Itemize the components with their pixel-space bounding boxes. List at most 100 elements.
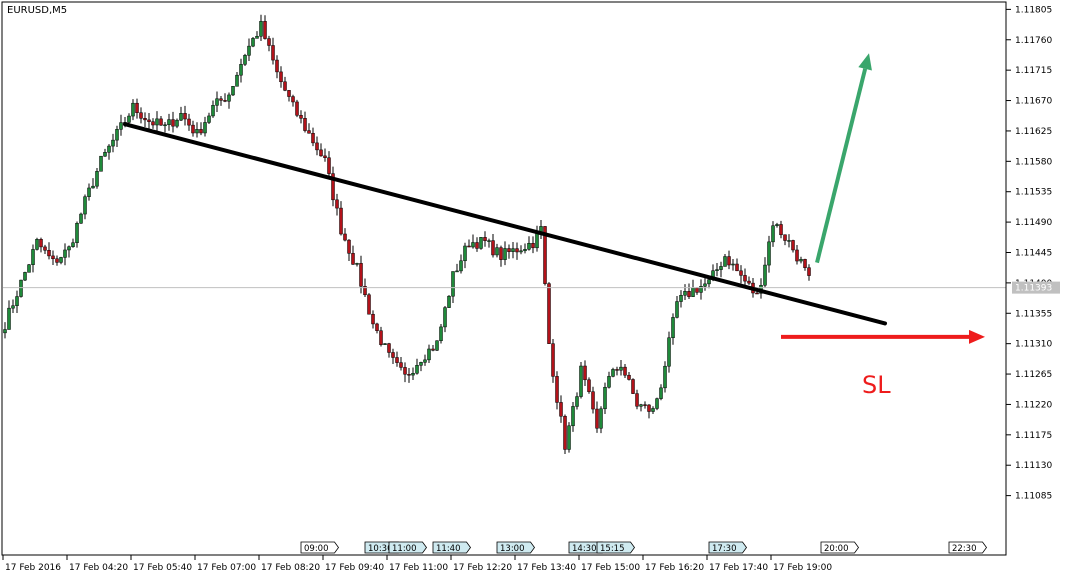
candle-body — [435, 340, 439, 351]
candle — [503, 241, 507, 266]
candle — [183, 105, 187, 126]
candle-body — [259, 21, 263, 37]
candle — [403, 362, 407, 383]
candle — [247, 38, 251, 61]
candle-body — [227, 94, 231, 102]
trendline — [123, 122, 887, 326]
candle-body — [427, 348, 431, 361]
candle — [75, 221, 79, 248]
candle-body — [567, 425, 571, 450]
candle — [27, 264, 31, 273]
candle-body — [583, 365, 587, 381]
candle-body — [115, 129, 119, 141]
candle — [575, 392, 579, 410]
candle-body — [723, 256, 727, 267]
candle — [443, 305, 447, 333]
candle-body — [547, 283, 551, 344]
price-tick-label: 1.11175 — [1015, 431, 1052, 441]
candle-body — [643, 404, 647, 406]
candle — [51, 250, 55, 266]
candle — [447, 295, 451, 309]
candle-body — [447, 295, 451, 308]
price-tick-label: 1.11760 — [1015, 36, 1052, 46]
session-marker-box — [948, 541, 987, 554]
candle-body — [651, 408, 655, 412]
candle-body — [159, 118, 163, 126]
candle — [291, 94, 295, 107]
candle — [791, 239, 795, 253]
candle-body — [87, 187, 91, 197]
candle — [731, 259, 735, 271]
candle — [511, 241, 515, 259]
candle — [271, 37, 275, 65]
candle-body — [595, 408, 599, 429]
candle — [483, 231, 487, 247]
candle-body — [635, 393, 639, 407]
candle-body — [99, 155, 103, 172]
candle — [783, 234, 787, 246]
candle-body — [691, 287, 695, 297]
candle — [787, 234, 791, 248]
candle-body — [323, 155, 327, 158]
session-marker-label: 20:00 — [824, 544, 849, 554]
candle-body — [467, 245, 471, 248]
session-marker-label: 11:40 — [436, 544, 461, 554]
candle — [251, 36, 255, 48]
candle-body — [531, 243, 535, 249]
candle — [555, 371, 559, 410]
candle — [775, 222, 779, 228]
candle — [139, 107, 143, 124]
candle — [159, 115, 163, 126]
time-tick-label: 17 Feb 17:40 — [709, 563, 768, 573]
candle-body — [211, 105, 215, 117]
candle-body — [603, 386, 607, 410]
candles-group — [3, 14, 811, 455]
candle-body — [791, 240, 795, 251]
candle — [135, 98, 139, 119]
candle-body — [479, 237, 483, 249]
candle — [675, 295, 679, 319]
price-tick-label: 1.11805 — [1015, 5, 1052, 15]
candle-body — [591, 391, 595, 410]
candle-body — [39, 239, 43, 248]
candle — [171, 111, 175, 133]
candle — [655, 397, 659, 411]
time-tick-label: 17 Feb 12:20 — [453, 563, 512, 573]
candle-body — [795, 249, 799, 262]
price-tick-label: 1.11490 — [1015, 218, 1052, 228]
session-marker-label: 09:00 — [304, 544, 329, 554]
candle — [499, 245, 503, 267]
candle-body — [67, 246, 71, 251]
candle — [587, 377, 591, 394]
candle — [283, 76, 287, 92]
session-marker: 22:30 — [948, 541, 987, 554]
candle-body — [275, 59, 279, 73]
candle — [579, 361, 583, 399]
candle — [723, 254, 727, 267]
candle-body — [335, 199, 339, 209]
session-marker: 17:30 — [708, 541, 747, 554]
candle — [279, 66, 283, 88]
candle — [207, 112, 211, 124]
candle — [119, 114, 123, 136]
candle-body — [283, 81, 287, 91]
candle — [243, 53, 247, 67]
candle-body — [55, 258, 59, 263]
candle — [331, 166, 335, 207]
candle — [435, 340, 439, 351]
session-marker-label: 14:30 — [572, 544, 597, 554]
candle — [315, 136, 319, 156]
candle — [795, 244, 799, 265]
time-tick-label: 17 Feb 15:00 — [581, 563, 640, 573]
candle — [275, 55, 279, 79]
price-tick-label: 1.11220 — [1015, 400, 1052, 410]
price-tick-label: 1.11130 — [1015, 461, 1052, 471]
candle — [303, 111, 307, 133]
candle — [659, 384, 663, 401]
candle-body — [503, 248, 507, 260]
candle — [459, 254, 463, 274]
candle — [383, 343, 387, 346]
candle-body — [223, 100, 227, 102]
candle-body — [163, 124, 167, 127]
